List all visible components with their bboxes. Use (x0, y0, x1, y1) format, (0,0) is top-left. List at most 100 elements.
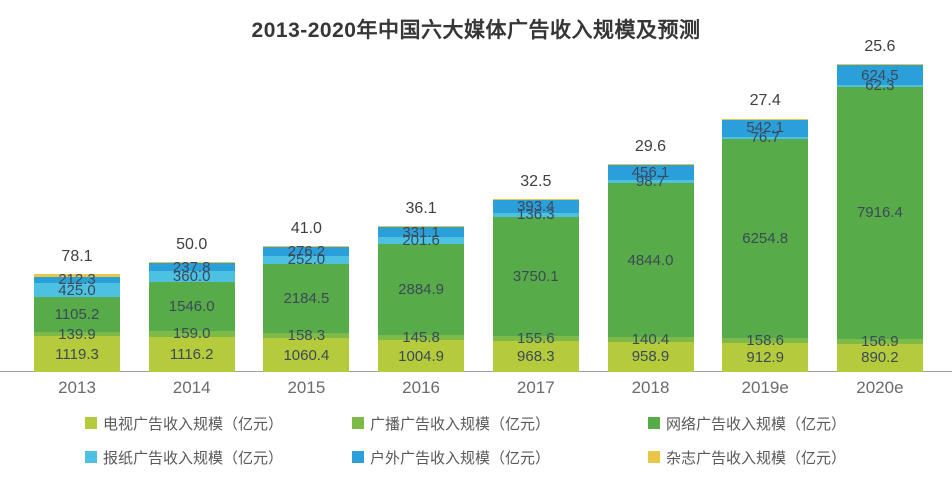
segment-tv (34, 336, 120, 372)
legend-item-magazine: 杂志广告收入规模（亿元） (648, 447, 846, 468)
legend-swatch-radio (352, 417, 364, 429)
legend-swatch-outdoor (352, 451, 364, 463)
legend-item-radio: 广播广告收入规模（亿元） (352, 413, 648, 434)
x-axis-label-2020e: 2020e (856, 378, 904, 397)
value-label-tv: 968.3 (517, 348, 555, 366)
value-label-outdoor: 393.4 (517, 197, 555, 215)
segment-tv (378, 340, 465, 372)
value-label-newspaper: 425.0 (58, 281, 96, 299)
value-label-newspaper: 252.0 (287, 251, 326, 269)
segment-outdoor (607, 165, 694, 180)
segment-network (492, 217, 579, 337)
legend-label-outdoor: 户外广告收入规模（亿元） (370, 449, 551, 467)
value-label-magazine: 50.0 (176, 235, 208, 253)
value-label-radio: 158.3 (287, 327, 326, 345)
segment-radio (836, 338, 923, 344)
segment-magazine (492, 199, 579, 201)
segment-newspaper (492, 212, 579, 218)
value-label-tv: 1116.2 (169, 345, 214, 363)
segment-network (722, 139, 809, 338)
x-axis-label-2016: 2016 (402, 378, 440, 397)
value-label-radio: 139.9 (58, 325, 96, 343)
bar-2014: 1116.2 159.0 1546.0 360.0 237.8 50.0 (148, 236, 235, 372)
value-label-outdoor: 276.2 (287, 242, 326, 260)
segment-tv (492, 341, 579, 372)
segment-radio (492, 336, 579, 342)
value-label-network: 1105.2 (54, 305, 100, 323)
value-label-radio: 156.9 (861, 332, 899, 350)
segment-outdoor (722, 119, 809, 137)
value-label-magazine: 41.0 (290, 219, 322, 237)
value-label-magazine: 27.4 (749, 92, 781, 110)
legend-label-radio: 广播广告收入规模（亿元） (370, 415, 551, 433)
segment-radio (607, 337, 694, 342)
segment-newspaper (722, 136, 809, 140)
segment-magazine (148, 261, 235, 264)
legend-label-tv: 电视广告收入规模（亿元） (103, 415, 284, 433)
value-label-network: 7916.4 (856, 204, 903, 222)
segment-radio (34, 331, 120, 337)
bar-2019e: 912.9 158.6 6254.8 76.7 542.1 27.4 (722, 93, 809, 372)
legend-item-network: 网络广告收入规模（亿元） (648, 413, 846, 434)
legend-item-outdoor: 户外广告收入规模（亿元） (352, 447, 648, 468)
chart-title: 2013-2020年中国六大媒体广告收入规模及预测 (251, 19, 701, 42)
segment-tv (607, 341, 694, 372)
segment-magazine (836, 64, 923, 66)
value-label-magazine: 36.1 (405, 199, 437, 217)
segment-radio (148, 331, 235, 337)
value-label-radio: 155.6 (517, 330, 555, 348)
x-axis-label-2015: 2015 (287, 378, 326, 397)
value-label-outdoor: 237.8 (172, 258, 211, 276)
bar-2020e: 890.2 156.9 7916.4 62.3 624.5 25.6 (836, 39, 923, 372)
plot-area: 1119.3 139.9 1105.2 425.0 212.3 78.1 1116.2 159… (0, 39, 952, 397)
value-label-tv: 890.2 (861, 349, 899, 367)
segment-outdoor (34, 276, 120, 284)
segment-newspaper (607, 179, 694, 184)
value-label-tv: 1119.3 (55, 345, 99, 363)
value-label-outdoor: 456.1 (631, 164, 670, 182)
segment-tv (263, 338, 350, 372)
value-label-outdoor: 542.1 (746, 119, 784, 137)
value-label-newspaper: 201.6 (402, 231, 440, 249)
segment-magazine (263, 245, 350, 247)
segment-radio (378, 335, 465, 341)
legend-label-magazine: 杂志广告收入规模（亿元） (666, 449, 847, 467)
value-label-tv: 912.9 (746, 349, 784, 366)
value-label-tv: 1004.9 (398, 347, 445, 365)
x-axis-label-2019e: 2019e (741, 378, 789, 397)
segment-magazine (378, 225, 465, 227)
segment-network (836, 86, 923, 339)
bar-2015: 1060.4 158.3 2184.5 252.0 276.2 41.0 (263, 220, 350, 372)
value-label-radio: 159.0 (172, 325, 211, 343)
segment-magazine (607, 164, 694, 166)
segment-newspaper (34, 283, 120, 297)
segment-outdoor (378, 226, 465, 238)
x-axis-label-2018: 2018 (631, 378, 670, 397)
value-label-outdoor: 212.3 (58, 271, 96, 289)
value-label-magazine: 78.1 (61, 248, 93, 266)
value-label-network: 3750.1 (512, 268, 559, 286)
value-label-newspaper: 62.3 (865, 77, 895, 95)
value-label-network: 4844.0 (627, 251, 674, 269)
value-label-tv: 1060.4 (283, 346, 330, 364)
segment-network (263, 263, 350, 334)
value-label-newspaper: 136.3 (517, 206, 555, 224)
segment-magazine (722, 118, 809, 120)
x-axis-label-2017: 2017 (516, 378, 555, 397)
segment-tv (722, 342, 809, 372)
segment-magazine (34, 274, 120, 277)
segment-newspaper (378, 237, 465, 244)
segment-tv (148, 336, 235, 372)
segment-radio (263, 333, 350, 339)
value-label-magazine: 25.6 (864, 38, 896, 56)
legend-label-network: 网络广告收入规模（亿元） (666, 415, 847, 433)
value-label-magazine: 32.5 (520, 173, 552, 191)
segment-outdoor (263, 246, 350, 256)
legend-item-newspaper: 报纸广告收入规模（亿元） (85, 447, 352, 468)
legend-label-newspaper: 报纸广告收入规模（亿元） (103, 449, 284, 467)
segment-network (607, 183, 694, 338)
value-label-radio: 145.8 (402, 329, 440, 347)
segment-outdoor (492, 200, 579, 213)
legend-swatch-tv (85, 417, 97, 429)
